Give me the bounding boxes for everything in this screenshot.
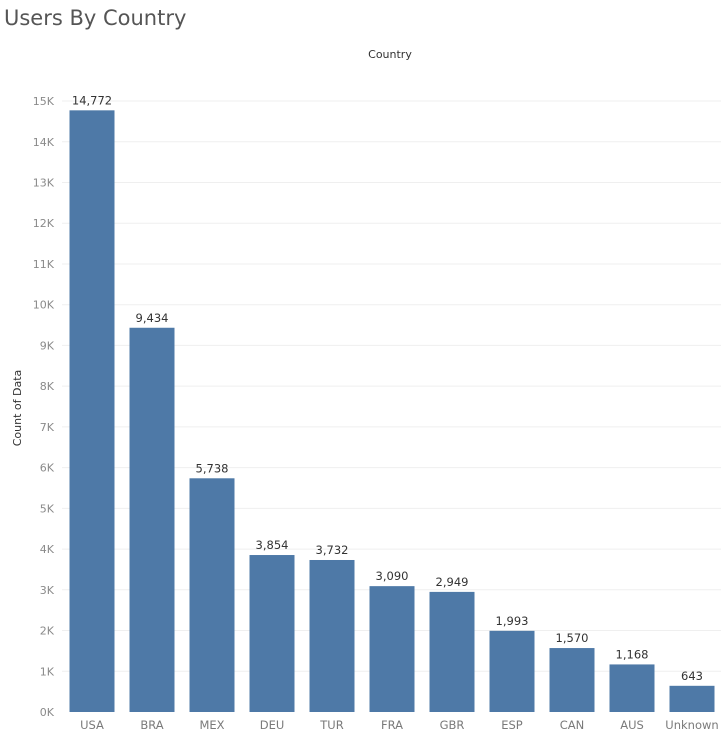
bar-tur[interactable]: [309, 559, 355, 712]
bar-gbr[interactable]: [429, 591, 475, 712]
bar-unknown[interactable]: [669, 685, 715, 712]
data-label: 643: [681, 669, 703, 683]
y-tick-label: 1K: [40, 665, 55, 678]
data-label: 3,854: [256, 538, 289, 552]
y-tick-label: 5K: [40, 502, 55, 515]
data-label: 14,772: [72, 93, 112, 107]
chart-title: Users By Country: [4, 6, 187, 30]
column-header: Country: [368, 48, 412, 61]
data-label: 1,570: [556, 631, 589, 645]
x-tick-label: MEX: [199, 718, 224, 732]
x-tick-label: DEU: [260, 718, 285, 732]
data-labels: 14,772 9,434 5,738 3,854 3,732 3,090 2,949 1,99…: [72, 93, 703, 682]
data-label: 3,090: [376, 569, 409, 583]
data-label: 1,168: [616, 647, 649, 661]
y-tick-label: 8K: [40, 380, 55, 393]
y-axis-ticks: 0K 1K 2K 3K 4K 5K 6K 7K 8K 9K 10K 11K 12K 13K 14K 15K: [33, 95, 55, 719]
x-tick-label: CAN: [560, 718, 585, 732]
x-tick-label: USA: [80, 718, 104, 732]
bar-mex[interactable]: [189, 478, 235, 712]
y-tick-label: 15K: [33, 95, 55, 108]
y-tick-label: 2K: [40, 625, 55, 638]
y-tick-label: 10K: [33, 299, 55, 312]
x-tick-label: BRA: [140, 718, 163, 732]
x-tick-label: FRA: [381, 718, 403, 732]
y-tick-label: 12K: [33, 217, 55, 230]
bar-fra[interactable]: [369, 586, 415, 712]
y-tick-label: 7K: [40, 421, 55, 434]
x-axis-categories: USA BRA MEX DEU TUR FRA GBR ESP CAN AUS Unknown: [80, 718, 719, 732]
data-label: 1,993: [496, 614, 529, 628]
bar-deu[interactable]: [249, 555, 295, 712]
y-tick-label: 0K: [40, 706, 55, 719]
y-tick-label: 13K: [33, 177, 55, 190]
data-label: 3,732: [316, 543, 349, 557]
y-tick-label: 14K: [33, 136, 55, 149]
y-tick-label: 9K: [40, 339, 55, 352]
x-tick-label: ESP: [501, 718, 523, 732]
x-tick-label: Unknown: [665, 718, 718, 732]
data-label: 5,738: [196, 461, 229, 475]
x-tick-label: GBR: [440, 718, 465, 732]
y-tick-label: 3K: [40, 584, 55, 597]
bar-can[interactable]: [549, 648, 595, 712]
bars: [69, 110, 715, 713]
data-label: 2,949: [436, 575, 469, 589]
y-tick-label: 11K: [33, 258, 55, 271]
x-tick-label: AUS: [620, 718, 644, 732]
y-tick-label: 4K: [40, 543, 55, 556]
y-axis-title: Count of Data: [11, 370, 24, 447]
bar-aus[interactable]: [609, 664, 655, 712]
y-tick-label: 6K: [40, 462, 55, 475]
bar-bra[interactable]: [129, 327, 175, 712]
bar-esp[interactable]: [489, 630, 535, 712]
data-label: 9,434: [136, 311, 169, 325]
bar-usa[interactable]: [69, 110, 115, 713]
x-tick-label: TUR: [319, 718, 343, 732]
